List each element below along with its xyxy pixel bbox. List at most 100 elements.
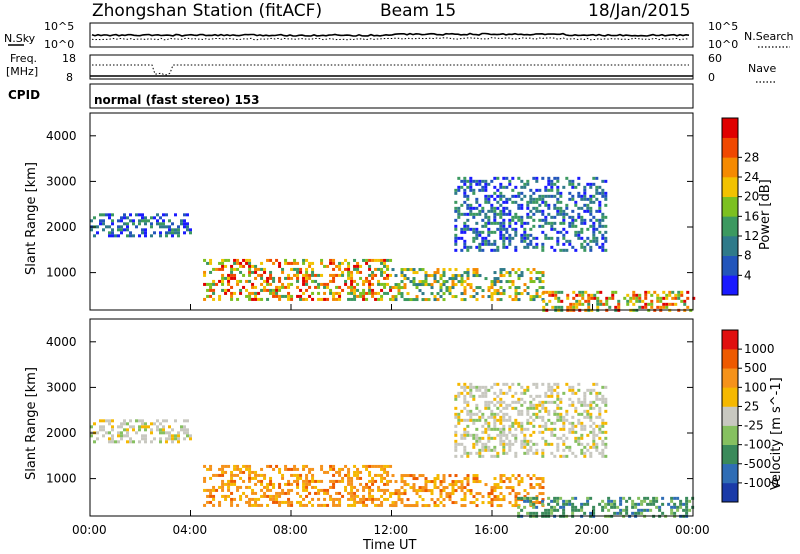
heatmap-cell (427, 283, 431, 287)
heatmap-cell (362, 291, 366, 295)
heatmap-cell (616, 505, 620, 509)
heatmap-cell (338, 467, 342, 471)
heatmap-cell (652, 502, 656, 506)
heatmap-cell (577, 418, 581, 422)
heatmap-cell (368, 267, 372, 271)
heatmap-cell (287, 500, 291, 504)
heatmap-cell (581, 293, 585, 297)
heatmap-cell (580, 448, 584, 452)
heatmap-cell (601, 215, 605, 219)
heatmap-cell (502, 400, 506, 404)
heatmap-cell (517, 218, 521, 222)
heatmap-cell (496, 176, 500, 180)
heatmap-cell (475, 427, 479, 431)
heatmap-cell (508, 430, 512, 434)
heatmap-cell (628, 496, 632, 500)
heatmap-cell (168, 425, 171, 429)
heatmap-cell (135, 419, 138, 423)
heatmap-cell (236, 261, 240, 265)
heatmap-cell (556, 242, 560, 246)
heatmap-cell (329, 273, 333, 277)
heatmap-cell (451, 501, 455, 505)
heatmap-cell (481, 209, 485, 213)
heatmap-cell (538, 286, 542, 290)
heatmap-cell (117, 425, 120, 429)
heatmap-cell (353, 497, 357, 501)
heatmap-cell (532, 268, 536, 272)
heatmap-cell (383, 258, 387, 262)
heatmap-cell (484, 391, 488, 395)
heatmap-cell (400, 492, 404, 496)
heatmap-cell (475, 480, 479, 484)
heatmap-cell (454, 227, 458, 231)
heatmap-cell (535, 501, 539, 505)
heatmap-cell (424, 486, 428, 490)
heatmap-cell (514, 406, 518, 410)
heatmap-cell (454, 415, 458, 419)
heatmap-cell (380, 473, 384, 477)
heatmap-cell (448, 498, 452, 502)
heatmap-cell (496, 394, 500, 398)
heatmap-cell (332, 267, 336, 271)
heatmap-cell (496, 451, 500, 455)
heatmap-cell (505, 206, 509, 210)
heatmap-cell (679, 505, 683, 509)
heatmap-cell (347, 467, 351, 471)
heatmap-cell (269, 258, 273, 262)
heatmap-cell (284, 482, 288, 486)
heatmap-cell (505, 176, 509, 180)
heatmap-cell (332, 294, 336, 298)
heatmap-cell (457, 486, 461, 490)
heatmap-cell (454, 397, 458, 401)
heatmap-cell (120, 228, 123, 232)
colorbar-frame (721, 117, 739, 296)
heatmap-cell (544, 427, 548, 431)
heatmap-cell (368, 288, 372, 292)
heatmap-cell (481, 179, 485, 183)
heatmap-cell (341, 479, 345, 483)
heatmap-cell (529, 400, 533, 404)
heatmap-cell (478, 418, 482, 422)
heatmap-cell (589, 182, 593, 186)
heatmap-cell (308, 264, 312, 268)
heatmap-cell (596, 290, 600, 294)
heatmap-cell (511, 504, 515, 508)
heatmap-cell (655, 505, 659, 509)
heatmap-cell (224, 497, 228, 501)
heatmap-cell (481, 242, 485, 246)
heatmap-cell (463, 445, 467, 449)
heatmap-cell (478, 454, 482, 458)
heatmap-cell (469, 283, 473, 287)
heatmap-cell (601, 394, 605, 398)
heatmap-cell (601, 430, 605, 434)
heatmap-cell (302, 485, 306, 489)
heatmap-cell (583, 203, 587, 207)
colorbar-swatch (722, 482, 738, 503)
heatmap-cell (484, 385, 488, 389)
heatmap-cell (439, 480, 443, 484)
heatmap-cell (206, 294, 210, 298)
heatmap-cell (538, 271, 542, 275)
heatmap-cell (598, 200, 602, 204)
heatmap-cell (248, 464, 252, 468)
heatmap-cell (511, 298, 515, 302)
heatmap-cell (436, 498, 440, 502)
heatmap-cell (601, 236, 605, 240)
heatmap-cell (454, 248, 458, 252)
heatmap-cell (493, 221, 497, 225)
heatmap-cell (254, 270, 258, 274)
heatmap-cell (308, 470, 312, 474)
heatmap-cell (362, 258, 366, 262)
heatmap-cell (266, 279, 270, 283)
heatmap-cell (445, 280, 449, 284)
heatmap-cell (305, 270, 309, 274)
heatmap-cell (168, 431, 171, 435)
heatmap-cell (568, 182, 572, 186)
heatmap-cell (535, 245, 539, 249)
heatmap-cell (670, 508, 674, 512)
heatmap-cell (236, 279, 240, 283)
heatmap-cell (589, 209, 593, 213)
heatmap-cell (209, 494, 213, 498)
heatmap-cell (341, 270, 345, 274)
heatmap-cell (451, 277, 455, 281)
